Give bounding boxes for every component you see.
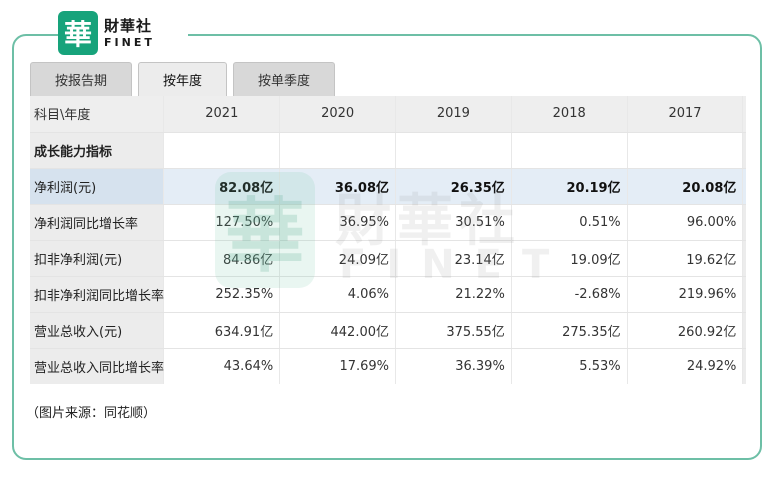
value-cell: 252.35% (163, 276, 281, 313)
value-cell: 275.35亿 (511, 312, 628, 349)
value-cell: 20.08亿 (627, 168, 744, 205)
value-cell: 43.64% (163, 348, 281, 384)
empty-cell (163, 132, 281, 169)
value-cell: 82.08亿 (163, 168, 281, 205)
financial-table-container: 科目\年度 2021 2020 2019 2018 2017 成长能力指标 净利… (30, 96, 746, 384)
row-label: 营业总收入同比增长率 (30, 348, 165, 384)
empty-cell (627, 132, 744, 169)
table-header-row: 科目\年度 2021 2020 2019 2018 2017 (30, 96, 746, 133)
content-frame (12, 34, 762, 460)
tab-by-report-period[interactable]: 按报告期 (30, 62, 133, 96)
row-label: 扣非净利润同比增长率 (30, 276, 165, 313)
logo-text: 財華社 FINET (104, 16, 155, 49)
value-cell: 634.91亿 (163, 312, 281, 349)
table-row-adjusted-net-profit: 扣非净利润(元) 84.86亿 24.09亿 23.14亿 19.09亿 19.… (30, 240, 746, 277)
value-cell: 26.35亿 (395, 168, 512, 205)
row-label: 净利润同比增长率 (30, 204, 165, 241)
row-label: 营业总收入(元) (30, 312, 165, 349)
value-cell: 4.06% (279, 276, 397, 313)
row-label: 净利润(元) (30, 168, 165, 205)
table-row-net-profit: 净利润(元) 82.08亿 36.08亿 26.35亿 20.19亿 20.08… (30, 168, 746, 205)
truncated-column (742, 96, 746, 133)
year-header: 2018 (511, 96, 628, 133)
value-cell: 375.55亿 (395, 312, 512, 349)
row-label: 扣非净利润(元) (30, 240, 165, 277)
value-cell: 17.69% (279, 348, 397, 384)
value-cell: 0.51% (511, 204, 628, 241)
year-header: 2019 (395, 96, 512, 133)
header-label-cell: 科目\年度 (30, 96, 165, 133)
truncated-column (742, 204, 746, 241)
empty-cell (395, 132, 512, 169)
truncated-column (742, 276, 746, 313)
logo-chinese-name: 財華社 (104, 16, 153, 35)
empty-cell (511, 132, 628, 169)
year-header: 2017 (627, 96, 744, 133)
value-cell: 36.08亿 (279, 168, 397, 205)
truncated-column (742, 240, 746, 277)
year-header: 2020 (279, 96, 397, 133)
truncated-column (742, 132, 746, 169)
value-cell: 96.00% (627, 204, 744, 241)
truncated-column (742, 312, 746, 349)
value-cell: 23.14亿 (395, 240, 512, 277)
growth-indicators-table: 科目\年度 2021 2020 2019 2018 2017 成长能力指标 净利… (30, 96, 746, 384)
section-row: 成长能力指标 (30, 132, 746, 169)
table-row-adjusted-net-profit-growth: 扣非净利润同比增长率 252.35% 4.06% 21.22% -2.68% 2… (30, 276, 746, 313)
value-cell: 30.51% (395, 204, 512, 241)
period-tabs: 按报告期 按年度 按单季度 (30, 62, 336, 96)
tab-by-year[interactable]: 按年度 (138, 62, 228, 96)
value-cell: 21.22% (395, 276, 512, 313)
finet-logo: 華 財華社 FINET (58, 10, 188, 56)
section-label: 成长能力指标 (30, 132, 165, 169)
value-cell: 127.50% (163, 204, 281, 241)
tab-by-quarter[interactable]: 按单季度 (233, 62, 336, 96)
value-cell: -2.68% (511, 276, 628, 313)
empty-cell (279, 132, 397, 169)
value-cell: 36.39% (395, 348, 512, 384)
value-cell: 442.00亿 (279, 312, 397, 349)
value-cell: 19.62亿 (627, 240, 744, 277)
logo-badge-icon: 華 (58, 11, 98, 55)
year-header: 2021 (163, 96, 281, 133)
value-cell: 24.09亿 (279, 240, 397, 277)
value-cell: 84.86亿 (163, 240, 281, 277)
truncated-column (742, 348, 746, 384)
value-cell: 19.09亿 (511, 240, 628, 277)
value-cell: 260.92亿 (627, 312, 744, 349)
table-row-total-revenue: 营业总收入(元) 634.91亿 442.00亿 375.55亿 275.35亿… (30, 312, 746, 349)
logo-english-name: FINET (104, 35, 155, 49)
value-cell: 219.96% (627, 276, 744, 313)
value-cell: 24.92% (627, 348, 744, 384)
value-cell: 20.19亿 (511, 168, 628, 205)
table-row-net-profit-growth: 净利润同比增长率 127.50% 36.95% 30.51% 0.51% 96.… (30, 204, 746, 241)
table-row-total-revenue-growth: 营业总收入同比增长率 43.64% 17.69% 36.39% 5.53% 24… (30, 348, 746, 384)
image-source-caption: （图片来源：同花顺） (26, 406, 157, 421)
truncated-column (742, 168, 746, 205)
value-cell: 5.53% (511, 348, 628, 384)
value-cell: 36.95% (279, 204, 397, 241)
